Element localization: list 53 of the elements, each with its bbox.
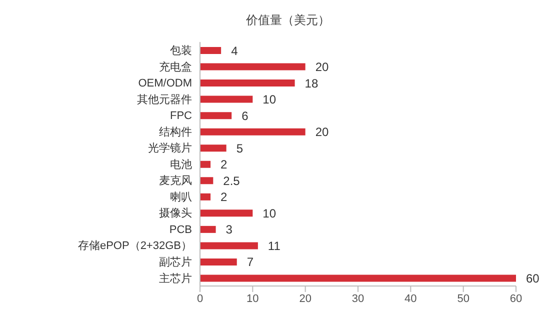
data-label: 18 [304,76,318,90]
y-tick-label: 电池 [170,158,192,171]
bar [200,47,222,54]
bar [200,112,232,120]
x-tick-label: 0 [196,292,204,305]
data-label: 20 [315,125,330,140]
y-tick-label: 主芯片 [159,272,192,285]
bar [200,160,211,168]
data-label: 3 [226,222,233,237]
bar [200,80,295,87]
bar [200,144,226,152]
bar [200,96,253,103]
data-label: 2 [220,190,228,204]
y-tick-label: 摄像头 [159,206,192,220]
y-tick-label: 存储ePOP（2+32GB） [78,240,192,252]
bar [200,210,253,217]
bar [200,193,211,200]
y-tick-label: 麦克风 [159,174,192,188]
bar [200,242,258,250]
bar [200,63,306,70]
x-tick-label: 40 [404,292,417,305]
y-tick-label: 结构件 [159,125,192,138]
y-tick-label: 包装 [170,44,192,58]
data-label: 7 [246,255,254,270]
y-tick-label: PCB [169,224,192,236]
data-label: 5 [236,141,244,156]
bar [200,258,237,266]
bar [200,177,214,184]
y-tick-label: 充电盒 [159,60,192,74]
data-label: 2 [220,158,228,172]
y-tick-label: OEM/ODM [138,78,192,90]
x-tick-label: 10 [246,292,259,305]
y-tick-label: 光学镜片 [148,142,192,155]
y-tick-label: FPC [170,110,192,122]
data-label: 20 [315,60,330,74]
x-tick-label: 50 [457,292,470,305]
data-label: 10 [262,206,276,220]
data-label: 10 [262,92,276,107]
data-label: 6 [242,108,249,123]
bar [200,128,306,136]
data-label: 2.5 [223,174,240,188]
data-label: 11 [268,238,281,253]
data-label: 4 [231,44,238,58]
x-tick-label: 60 [510,292,522,305]
x-tick-label: 30 [352,292,364,305]
y-tick-label: 副芯片 [159,256,192,269]
chart-title: 价值量（美元） [245,12,331,29]
bar [200,274,516,282]
x-tick-label: 20 [299,292,312,305]
y-tick-label: 其他元器件 [137,92,192,106]
bar [200,226,216,233]
y-tick-label: 喇叭 [170,190,192,204]
data-label: 60 [526,271,540,286]
